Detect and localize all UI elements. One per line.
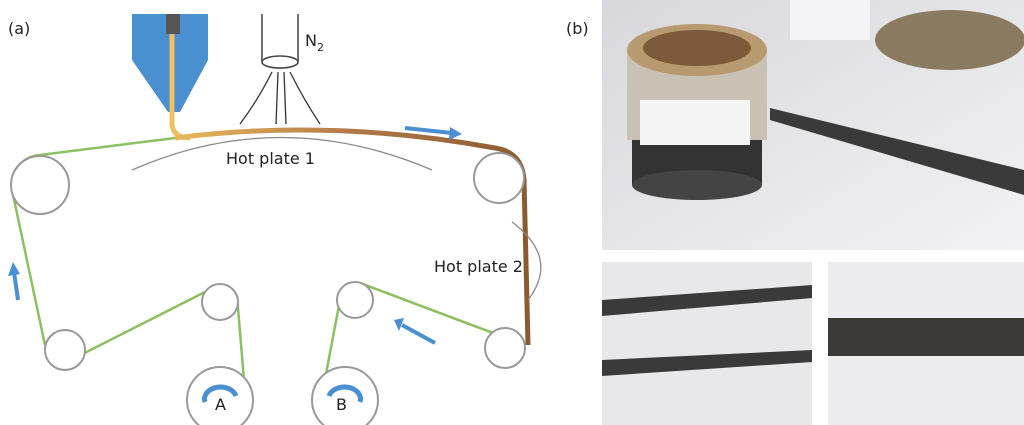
roller <box>11 153 525 425</box>
gas-base: N <box>305 31 317 50</box>
gas-label: N2 <box>305 31 324 54</box>
schematic: (a) N2 Hot plate 1 Hot plate 2 <box>8 14 541 425</box>
hot-plate-label: Hot plate 2 <box>434 257 523 276</box>
gas-flow <box>240 72 320 124</box>
nozzle-needle <box>166 14 180 34</box>
spool-label: B <box>336 395 347 414</box>
photo-roll <box>640 100 750 145</box>
photo-strip <box>828 318 1024 356</box>
photos: (b) <box>566 0 1024 425</box>
panel-label: (a) <box>8 19 30 38</box>
gas-nozzle <box>262 56 298 68</box>
photo <box>602 262 812 425</box>
gas-sub: 2 <box>317 41 324 54</box>
photo-detail <box>790 0 870 40</box>
hot-plate-label: Hot plate 1 <box>226 149 315 168</box>
spool-label: A <box>215 395 226 414</box>
photo-roll <box>643 30 751 66</box>
photo-roll <box>632 170 762 200</box>
figure: (a) N2 Hot plate 1 Hot plate 2 <box>0 0 1024 425</box>
panel-label: (b) <box>566 19 589 38</box>
photo-detail <box>875 10 1024 70</box>
